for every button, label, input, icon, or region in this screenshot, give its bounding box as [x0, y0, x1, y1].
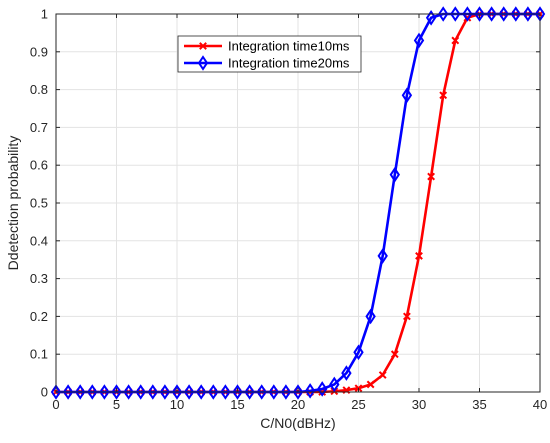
data-point-diamond-marker — [244, 384, 255, 400]
tick-labels: 0 5 10 15 20 25 30 35 40 0 0.1 0.2 0.3 0.4 0.5 0.6 0.7 0.… — [30, 7, 547, 413]
data-point-diamond-marker — [510, 6, 522, 22]
data-point-x-marker — [390, 350, 399, 359]
data-point-diamond-marker — [486, 6, 497, 22]
y-tick-label: 0.9 — [30, 44, 48, 59]
data-point-x-marker — [427, 172, 436, 181]
data-point-x-marker — [378, 371, 387, 379]
x-tick-label: 0 — [52, 397, 59, 412]
data-point-diamond-marker — [329, 376, 340, 393]
legend-box — [177, 35, 362, 73]
data-point-x-marker — [439, 91, 448, 100]
data-point-diamond-marker — [197, 55, 209, 71]
y-tick-label: 0.5 — [30, 196, 48, 211]
data-point-diamond-marker — [522, 6, 534, 22]
data-point-x-marker — [199, 42, 207, 50]
data-point-x-marker — [366, 380, 375, 389]
data-point-diamond-marker — [389, 166, 401, 183]
data-point-diamond-marker — [437, 6, 449, 22]
y-tick-label: 0.6 — [30, 158, 48, 173]
data-point-diamond-marker — [87, 384, 98, 400]
data-point-diamond-marker — [377, 248, 388, 264]
x-tick-label: 15 — [230, 397, 244, 412]
data-point-diamond-marker — [50, 384, 62, 400]
legend: Integration time10ms Integration time20ms — [177, 35, 362, 73]
data-point-diamond-marker — [208, 384, 219, 400]
data-point-diamond-marker — [195, 384, 207, 400]
data-point-diamond-marker — [74, 384, 86, 400]
data-point-diamond-marker — [159, 384, 171, 400]
data-point-diamond-marker — [304, 383, 316, 399]
y-tick-label: 0.7 — [30, 120, 48, 135]
y-tick-label: 1 — [41, 7, 48, 22]
data-point-x-marker — [451, 36, 460, 45]
data-point-x-marker — [415, 252, 423, 260]
data-point-diamond-marker — [316, 381, 328, 397]
data-point-diamond-marker — [474, 6, 485, 22]
x-tick-label: 35 — [472, 397, 486, 412]
legend-label: Integration time20ms — [228, 56, 350, 71]
x-axis-label: C/N0(dBHz) — [260, 415, 335, 431]
data-point-diamond-marker — [171, 384, 183, 400]
data-point-diamond-marker — [256, 384, 267, 400]
data-point-diamond-marker — [268, 384, 280, 400]
x-tick-label: 5 — [113, 397, 120, 412]
data-point-diamond-marker — [353, 344, 364, 361]
y-tick-label: 0.3 — [30, 271, 48, 286]
data-point-diamond-marker — [220, 384, 231, 400]
data-point-diamond-marker — [365, 308, 376, 325]
data-point-diamond-marker — [462, 6, 473, 22]
legend-label: Integration time10ms — [228, 39, 350, 54]
y-tick-label: 0.2 — [30, 309, 48, 324]
data-point-diamond-marker — [292, 384, 304, 400]
data-point-diamond-marker — [425, 9, 437, 26]
legend-item-2: Integration time20ms — [184, 55, 350, 71]
data-point-diamond-marker — [232, 384, 243, 400]
data-point-diamond-marker — [280, 384, 292, 400]
data-point-diamond-marker — [123, 384, 134, 400]
data-point-diamond-marker — [401, 87, 413, 104]
data-point-diamond-marker — [183, 384, 195, 400]
y-tick-label: 0.1 — [30, 347, 48, 362]
x-tick-label: 20 — [291, 397, 305, 412]
y-tick-label: 0.8 — [30, 82, 48, 97]
data-point-diamond-marker — [99, 384, 110, 400]
data-point-diamond-marker — [62, 384, 74, 400]
y-tick-label: 0.4 — [30, 233, 48, 248]
data-point-diamond-marker — [413, 32, 425, 49]
x-tick-label: 40 — [533, 397, 547, 412]
data-point-x-marker — [402, 312, 411, 321]
data-point-diamond-marker — [135, 384, 146, 400]
x-tick-label: 10 — [170, 397, 184, 412]
data-point-diamond-marker — [498, 6, 509, 22]
y-axis-label: Ddetection probability — [5, 136, 21, 271]
x-tick-label: 25 — [351, 397, 365, 412]
legend-item-1: Integration time10ms — [184, 39, 350, 54]
data-point-diamond-marker — [341, 365, 352, 381]
data-point-diamond-marker — [147, 384, 159, 400]
y-tick-label: 0 — [41, 385, 48, 400]
data-point-diamond-marker — [450, 6, 461, 22]
x-tick-label: 30 — [412, 397, 426, 412]
data-point-diamond-marker — [111, 384, 122, 400]
